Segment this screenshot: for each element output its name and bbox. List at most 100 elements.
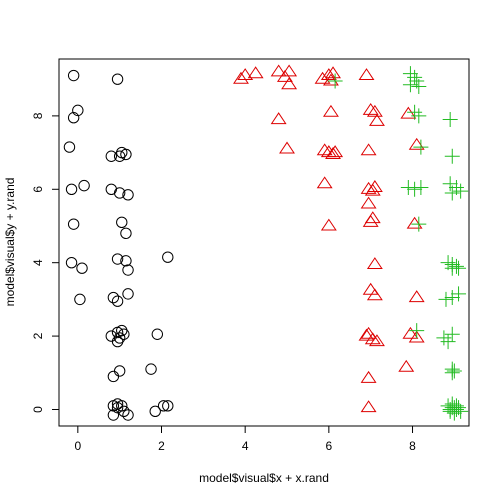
point-plus <box>407 69 423 85</box>
point-plus <box>400 179 416 195</box>
point-triangle <box>402 326 419 339</box>
point-triangle <box>358 68 375 81</box>
y-tick-label: 0 <box>31 406 45 413</box>
point-circle <box>105 150 117 162</box>
point-triangle <box>366 257 383 270</box>
point-circle <box>113 365 126 377</box>
point-plus <box>448 398 464 414</box>
x-axis: 0 2 4 6 8 <box>74 425 416 453</box>
point-triangle <box>362 102 379 115</box>
point-triangle <box>364 211 381 224</box>
point-plus <box>446 405 462 421</box>
point-circle <box>162 251 174 263</box>
y-tick-label: 6 <box>31 186 45 193</box>
point-triangle <box>320 68 337 81</box>
point-circle <box>113 187 126 199</box>
data-points <box>63 64 469 421</box>
point-plus <box>407 104 423 120</box>
point-plus <box>444 400 460 416</box>
point-triangle <box>270 64 287 77</box>
point-circle <box>120 148 132 161</box>
point-plus <box>411 216 427 232</box>
x-axis-label: model$visual$x + x.rand <box>199 471 329 485</box>
point-circle <box>120 227 132 240</box>
point-plus <box>413 139 429 155</box>
point-circle <box>157 400 170 412</box>
point-plus <box>407 181 423 197</box>
point-triangle <box>362 214 379 227</box>
point-triangle <box>322 104 339 117</box>
point-plus <box>411 79 427 95</box>
point-triangle <box>369 334 385 347</box>
point-triangle <box>316 143 333 156</box>
point-plus <box>451 286 467 302</box>
point-triangle <box>327 145 344 158</box>
point-plus <box>448 258 464 274</box>
point-circle <box>74 293 86 306</box>
point-triangle <box>366 180 383 192</box>
x-tick-label: 0 <box>74 439 81 453</box>
point-circle <box>67 69 80 82</box>
point-circle <box>111 73 124 85</box>
point-plus <box>444 326 460 342</box>
point-triangle <box>281 64 298 77</box>
point-triangle <box>408 137 425 150</box>
point-triangle <box>279 141 295 154</box>
point-plus <box>444 185 460 201</box>
point-circle <box>122 189 134 201</box>
point-triangle <box>366 288 383 301</box>
point-circle <box>63 141 76 153</box>
point-triangle <box>237 68 254 81</box>
point-circle <box>78 179 90 192</box>
y-axis: 0 2 4 6 8 <box>31 112 60 413</box>
point-circle <box>122 409 134 421</box>
point-triangle <box>270 112 287 125</box>
point-triangle <box>322 73 339 86</box>
point-plus <box>402 77 418 93</box>
point-circle <box>107 291 120 304</box>
point-triangle <box>398 359 415 372</box>
point-triangle <box>360 326 377 339</box>
x-tick-label: 6 <box>326 439 333 453</box>
point-triangle <box>325 147 341 159</box>
point-plus <box>440 255 456 271</box>
point-circle <box>107 370 120 383</box>
y-tick-label: 4 <box>31 259 45 266</box>
point-circle <box>151 328 164 340</box>
point-circle <box>111 295 124 307</box>
point-plus <box>442 176 458 192</box>
point-circle <box>67 112 80 124</box>
point-circle <box>76 262 88 274</box>
point-circle <box>145 363 157 375</box>
point-circle <box>107 409 120 421</box>
point-plus <box>446 363 462 379</box>
point-circle <box>149 405 161 418</box>
point-plus <box>413 179 429 195</box>
x-tick-label: 8 <box>409 439 416 453</box>
y-tick-label: 8 <box>31 112 45 119</box>
point-plus <box>411 108 427 124</box>
point-triangle <box>360 143 377 156</box>
y-tick-label: 2 <box>31 332 45 339</box>
point-plus <box>438 291 454 307</box>
point-triangle <box>360 370 377 383</box>
point-triangle <box>233 71 249 84</box>
point-triangle <box>364 183 381 196</box>
point-circle <box>111 401 124 414</box>
point-circle <box>122 288 134 300</box>
point-triangle <box>366 104 383 117</box>
point-circle <box>162 400 174 412</box>
point-triangle <box>369 113 385 126</box>
point-plus <box>440 334 456 350</box>
point-plus <box>453 183 469 199</box>
point-triangle <box>364 332 381 345</box>
point-triangle <box>360 196 377 209</box>
point-circle <box>116 216 128 229</box>
point-circle <box>67 218 80 230</box>
point-triangle <box>400 106 417 119</box>
point-triangle <box>362 282 379 295</box>
point-triangle <box>408 290 425 303</box>
point-circle <box>111 335 124 348</box>
point-plus <box>451 260 467 276</box>
point-plus <box>436 330 452 346</box>
